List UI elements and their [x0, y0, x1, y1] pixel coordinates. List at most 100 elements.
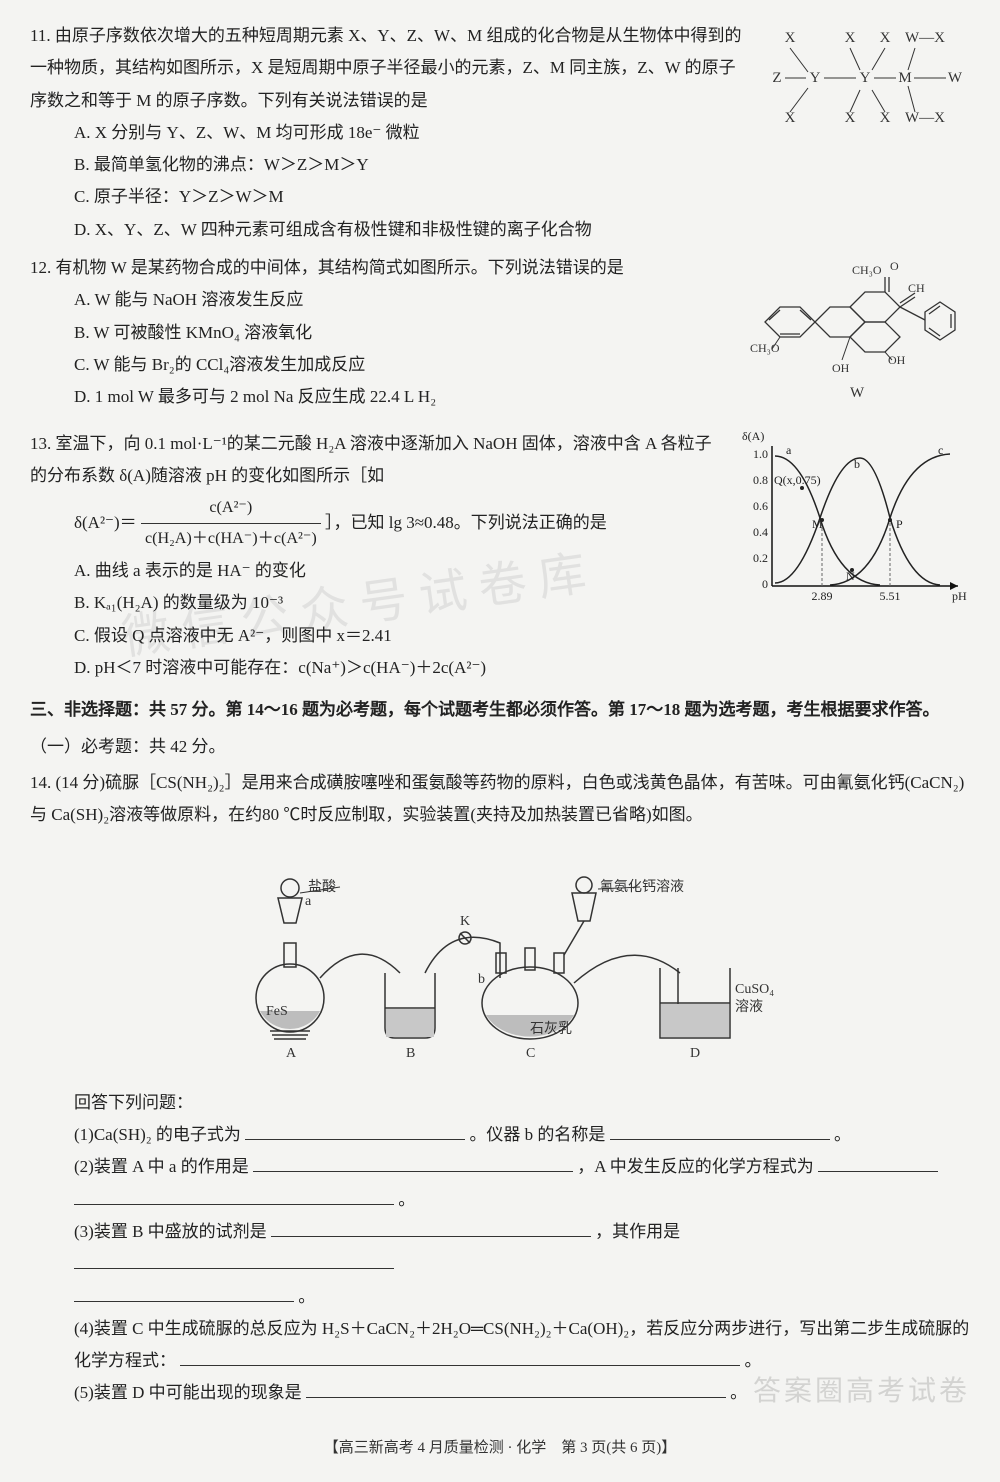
svg-text:Y: Y: [810, 70, 821, 86]
q14-p5b: 。: [730, 1383, 747, 1402]
svg-text:OH: OH: [832, 361, 850, 375]
section-3-header: 三、非选择题：共 57 分。第 14～16 题为必考题，每个试题考生都必须作答。…: [30, 694, 970, 726]
q14-p3a: (3)装置 B 中盛放的试剂是: [74, 1222, 267, 1241]
svg-text:FeS: FeS: [266, 1004, 288, 1019]
q13-chart-svg: δ(A) pH 0 0.2 0.4 0.6 0.8 1.0 2.89 5.51: [740, 428, 970, 608]
blank-p4: [180, 1347, 740, 1366]
q13-chart: δ(A) pH 0 0.2 0.4 0.6 0.8 1.0 2.89 5.51: [740, 428, 970, 608]
q13-option-d: D. pH＜7 时溶液中可能存在：c(Na⁺)＞c(HA⁻)＋2c(A²⁻): [30, 652, 970, 684]
svg-text:0.8: 0.8: [753, 473, 768, 487]
q11-option-b: B. 最简单氢化物的沸点：W＞Z＞M＞Y: [30, 149, 970, 181]
q14-part3-cont: 。: [30, 1281, 970, 1313]
blank-p1-2: [610, 1121, 830, 1140]
svg-text:X: X: [880, 110, 891, 126]
q14-part2-cont: 。: [30, 1184, 970, 1216]
svg-text:0.4: 0.4: [753, 525, 768, 539]
svg-text:盐酸: 盐酸: [308, 879, 336, 895]
q14-part2: (2)装置 A 中 a 的作用是 ，A 中发生反应的化学方程式为: [30, 1151, 970, 1183]
blank-p5: [306, 1380, 726, 1399]
q14-p2c: 。: [398, 1190, 415, 1209]
page-footer: 【高三新高考 4 月质量检测 · 化学 第 3 页(共 6 页)】: [30, 1434, 970, 1463]
svg-text:X: X: [845, 110, 856, 126]
svg-text:Z: Z: [772, 70, 781, 86]
question-14: 14. (14 分)硫脲［CS(NH₂)₂］是用来合成磺胺噻唑和蛋氨酸等药物的原…: [30, 767, 970, 1410]
svg-text:K: K: [460, 914, 470, 929]
q14-p1a: (1)Ca(SH)₂ 的电子式为: [74, 1125, 241, 1144]
svg-text:CuSO₄: CuSO₄: [735, 982, 774, 997]
svg-text:1.0: 1.0: [753, 447, 768, 461]
blank-p2-2: [818, 1154, 938, 1173]
svg-text:2.89: 2.89: [812, 589, 833, 603]
svg-text:M: M: [898, 70, 911, 86]
q13-stem-part1: 室温下，向 0.1 mol·L⁻¹的某二元酸 H₂A 溶液中逐渐加入 NaOH …: [30, 434, 712, 485]
q11-option-c: C. 原子半径：Y＞Z＞W＞M: [30, 181, 970, 213]
blank-p2-1: [253, 1154, 573, 1173]
svg-text:Q(x,0.75): Q(x,0.75): [774, 473, 821, 487]
svg-text:a: a: [305, 894, 312, 909]
blank-p2-3: [74, 1186, 394, 1205]
svg-text:W: W: [850, 385, 865, 401]
q11-structure-diagram: XXXW—X Z YYMW XXXW—X: [760, 20, 970, 140]
q13-eq-den: c(H₂A)＋c(HA⁻)＋c(A²⁻): [141, 524, 321, 555]
svg-text:CH₃O: CH₃O: [852, 263, 882, 277]
q11-number: 11.: [30, 26, 51, 45]
svg-text:X: X: [785, 110, 796, 126]
svg-text:W—X: W—X: [905, 30, 945, 46]
svg-text:δ(A): δ(A): [742, 429, 764, 443]
watermark-corner: 答案圈高考试卷: [753, 1365, 970, 1418]
svg-text:氰氨化钙溶液: 氰氨化钙溶液: [600, 879, 684, 895]
svg-text:5.51: 5.51: [880, 589, 901, 603]
q14-apparatus-diagram: 盐酸 a K 氰氨化钙溶液 FeS b 石灰乳 CuSO₄ 溶液 A B C D: [30, 843, 970, 1074]
svg-text:0.6: 0.6: [753, 499, 768, 513]
blank-p3-1: [271, 1218, 591, 1237]
q11-stem: 由原子序数依次增大的五种短周期元素 X、Y、Z、W、M 组成的化合物是从生物体中…: [30, 26, 741, 110]
svg-text:b: b: [478, 972, 485, 987]
blank-p1-1: [245, 1121, 465, 1140]
svg-text:a: a: [786, 443, 792, 457]
blank-p3-3: [74, 1283, 294, 1302]
svg-text:W: W: [948, 70, 963, 86]
svg-text:Y: Y: [860, 70, 871, 86]
q14-p3c: 。: [298, 1287, 315, 1306]
svg-text:X: X: [785, 30, 796, 46]
svg-text:0.2: 0.2: [753, 551, 768, 565]
svg-text:b: b: [854, 457, 860, 471]
q14-p3b: ，其作用是: [595, 1222, 680, 1241]
q14-subheader: 回答下列问题：: [30, 1087, 970, 1119]
q13-fraction: c(A²⁻) c(H₂A)＋c(HA⁻)＋c(A²⁻): [141, 493, 321, 555]
q14-number: 14.: [30, 773, 51, 792]
q13-option-c: C. 假设 Q 点溶液中无 A²⁻，则图中 x＝2.41: [30, 620, 970, 652]
svg-text:D: D: [690, 1046, 700, 1061]
svg-text:c: c: [938, 443, 943, 457]
svg-text:CH: CH: [908, 281, 925, 295]
q13-stem-part2: ］，已知 lg 3≈0.48。下列说法正确的是: [325, 513, 607, 532]
q12-stem: 有机物 W 是某药物合成的中间体，其结构简式如图所示。下列说法错误的是: [56, 258, 624, 277]
question-11: XXXW—X Z YYMW XXXW—X 11. 由原子序数依次增大的五种短周期: [30, 20, 970, 246]
question-13: δ(A) pH 0 0.2 0.4 0.6 0.8 1.0 2.89 5.51: [30, 428, 970, 684]
q14-part3: (3)装置 B 中盛放的试剂是 ，其作用是: [30, 1216, 970, 1281]
blank-p3-2: [74, 1251, 394, 1270]
q14-stem: (14 分)硫脲［CS(NH₂)₂］是用来合成磺胺噻唑和蛋氨酸等药物的原料，白色…: [30, 773, 964, 824]
q13-eq-num: c(A²⁻): [141, 493, 321, 525]
svg-text:X: X: [880, 30, 891, 46]
svg-text:C: C: [526, 1046, 535, 1061]
q14-part1: (1)Ca(SH)₂ 的电子式为 。仪器 b 的名称是 。: [30, 1119, 970, 1151]
section-3-sub: （一）必考题：共 42 分。: [30, 731, 970, 763]
svg-text:溶液: 溶液: [735, 999, 763, 1015]
svg-text:石灰乳: 石灰乳: [530, 1021, 572, 1037]
svg-text:W—X: W—X: [905, 110, 945, 126]
svg-text:P: P: [896, 517, 903, 531]
q14-p2a: (2)装置 A 中 a 的作用是: [74, 1157, 249, 1176]
q13-eq-left: δ(A²⁻)＝: [74, 513, 137, 532]
q12-molecule-diagram: CH₃O O CH OH OH CH₃O W: [750, 252, 970, 422]
question-12: CH₃O O CH OH OH CH₃O W 12. 有机物 W 是某药物合成的…: [30, 252, 970, 422]
svg-text:0: 0: [762, 577, 768, 591]
q11-option-d: D. X、Y、Z、W 四种元素可组成含有极性键和非极性键的离子化合物: [30, 214, 970, 246]
svg-text:pH: pH: [952, 589, 967, 603]
svg-text:OH: OH: [888, 353, 906, 367]
q12-svg: CH₃O O CH OH OH CH₃O W: [750, 252, 970, 422]
q11-svg: XXXW—X Z YYMW XXXW—X: [760, 20, 970, 140]
q12-number: 12.: [30, 258, 51, 277]
q14-p5a: (5)装置 D 中可能出现的现象是: [74, 1383, 302, 1402]
svg-text:B: B: [406, 1046, 415, 1061]
